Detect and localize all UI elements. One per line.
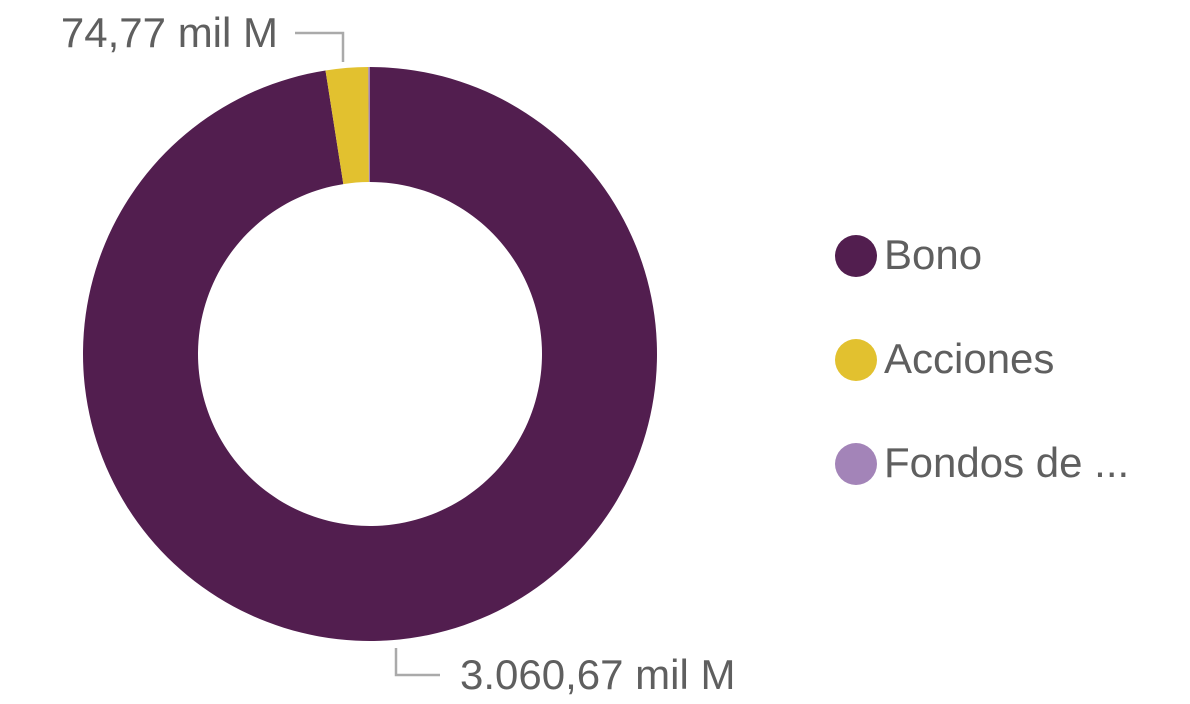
legend-label: Fondos de ... xyxy=(884,439,1129,486)
leader-line xyxy=(295,31,345,62)
donut-slice xyxy=(368,67,370,183)
legend-swatch xyxy=(835,235,877,277)
legend-swatch xyxy=(835,339,877,381)
leader-line xyxy=(394,648,440,677)
legend-swatch xyxy=(835,443,877,485)
donut-slice xyxy=(83,67,658,642)
donut-slice xyxy=(325,67,369,185)
legend-label: Acciones xyxy=(884,335,1054,382)
data-label: 3.060,67 mil M xyxy=(460,651,735,698)
data-label: 74,77 mil M xyxy=(61,9,278,56)
legend-label: Bono xyxy=(884,231,982,278)
